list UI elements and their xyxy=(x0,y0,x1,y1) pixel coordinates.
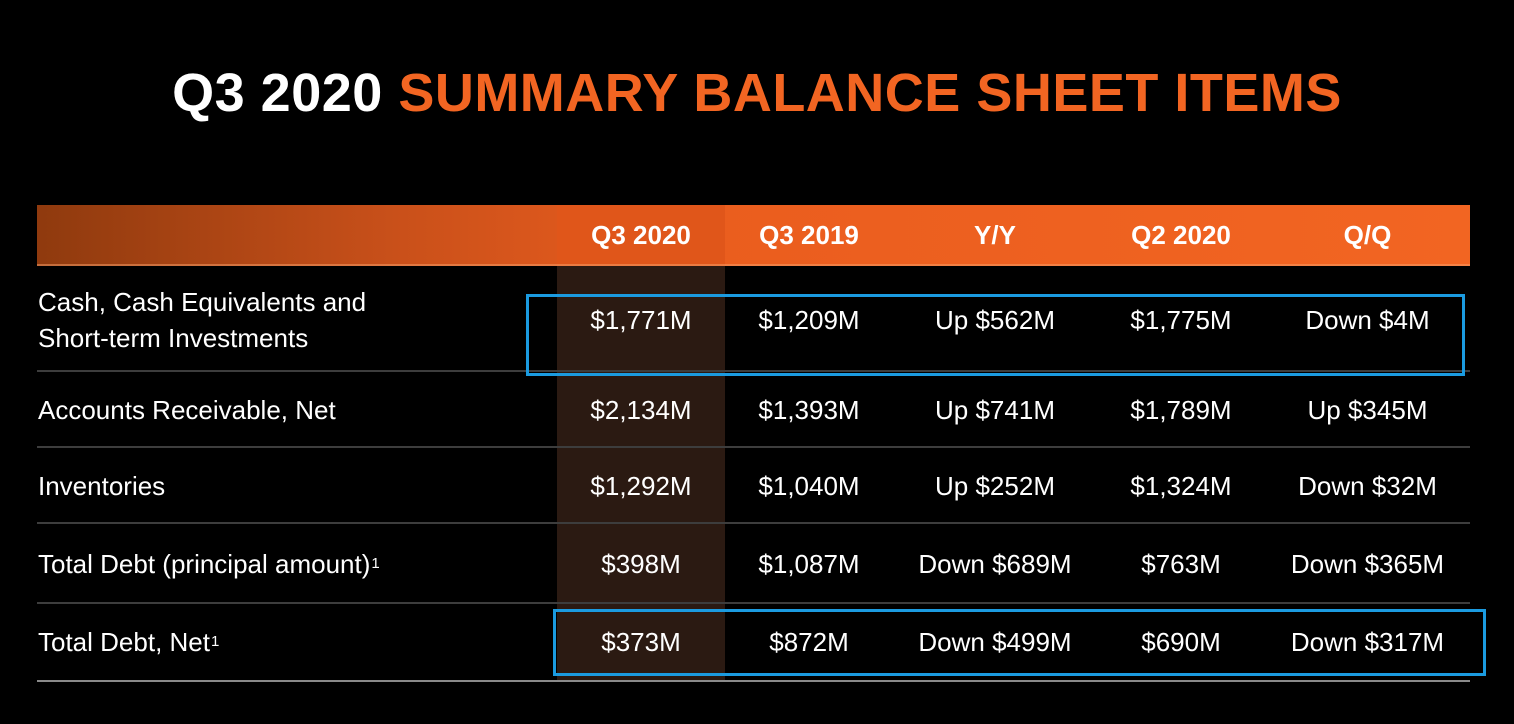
table-row: Inventories $1,292M $1,040M Up $252M $1,… xyxy=(37,448,1470,524)
cell-yy: Up $741M xyxy=(935,394,1055,425)
cell-q3-2019: $1,087M xyxy=(758,548,860,579)
footnote-marker: 1 xyxy=(210,633,220,650)
slide-title: Q3 2020 SUMMARY BALANCE SHEET ITEMS xyxy=(0,62,1514,124)
row-label: Total Debt, Net 1 xyxy=(38,604,219,680)
cell-q3-2020: $373M xyxy=(601,626,681,657)
table-header: Q3 2020 Q3 2019 Y/Y Q2 2020 Q/Q xyxy=(37,205,1470,266)
row-divider xyxy=(37,602,1470,604)
highlight-box-debt-net-row xyxy=(553,609,1486,676)
header-qq: Q/Q xyxy=(1343,220,1392,250)
cell-q2-2020: $1,789M xyxy=(1130,394,1232,425)
table-row: Cash, Cash Equivalents and Short-term In… xyxy=(37,268,1470,372)
header-q2-2020: Q2 2020 xyxy=(1131,220,1231,250)
cell-yy: Down $499M xyxy=(918,626,1072,657)
cell-q3-2019: $1,040M xyxy=(758,470,860,501)
table-bottom-rule xyxy=(37,680,1470,682)
table-row: Total Debt (principal amount) 1 $398M $1,… xyxy=(37,524,1470,604)
cell-q3-2019: $872M xyxy=(769,626,849,657)
footnote-marker: 1 xyxy=(371,555,380,572)
row-label-line-1: Cash, Cash Equivalents and xyxy=(38,287,367,317)
cell-q2-2020: $763M xyxy=(1141,548,1221,579)
row-label-text: Total Debt (principal amount) xyxy=(38,549,371,579)
cell-q3-2020: $1,771M xyxy=(590,304,692,335)
cell-q2-2020: $1,775M xyxy=(1130,304,1232,335)
cell-q2-2020: $1,324M xyxy=(1130,470,1232,501)
cell-yy: Up $562M xyxy=(935,304,1055,335)
row-divider xyxy=(37,522,1470,524)
header-yy: Y/Y xyxy=(974,220,1016,250)
table-row: Accounts Receivable, Net $2,134M $1,393M… xyxy=(37,372,1470,448)
row-label-text: Total Debt, Net xyxy=(38,627,210,657)
cell-q2-2020: $690M xyxy=(1141,626,1221,657)
row-label: Cash, Cash Equivalents and Short-term In… xyxy=(38,268,366,372)
title-prefix: Q3 2020 xyxy=(172,63,383,123)
cell-q3-2020: $398M xyxy=(601,548,681,579)
cell-qq: Down $4M xyxy=(1305,304,1430,335)
cell-q3-2020: $1,292M xyxy=(590,470,692,501)
highlight-column-q3-2020 xyxy=(557,266,725,682)
row-label: Accounts Receivable, Net xyxy=(38,395,336,425)
row-label-line-2: Short-term Investments xyxy=(38,323,309,353)
row-label: Total Debt (principal amount) 1 xyxy=(38,524,380,604)
cell-yy: Up $252M xyxy=(935,470,1055,501)
cell-q3-2019: $1,393M xyxy=(758,394,860,425)
table-row: Total Debt, Net 1 $373M $872M Down $499M … xyxy=(37,604,1470,680)
row-divider xyxy=(37,446,1470,448)
row-label: Inventories xyxy=(38,471,166,501)
cell-qq: Down $317M xyxy=(1290,626,1445,657)
row-divider xyxy=(37,370,1470,372)
cell-q3-2019: $1,209M xyxy=(758,304,860,335)
cell-q3-2020: $2,134M xyxy=(590,394,692,425)
header-q3-2020: Q3 2020 xyxy=(557,205,725,266)
title-main: SUMMARY BALANCE SHEET ITEMS xyxy=(398,63,1342,123)
cell-yy: Down $689M xyxy=(918,548,1072,579)
highlight-box-cash-row xyxy=(526,294,1465,376)
cell-qq: Down $365M xyxy=(1290,548,1445,579)
cell-qq: Down $32M xyxy=(1298,470,1437,501)
cell-qq: Up $345M xyxy=(1307,394,1428,425)
header-q3-2019: Q3 2019 xyxy=(759,220,859,250)
